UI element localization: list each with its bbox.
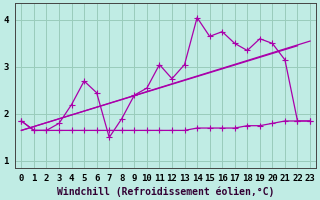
X-axis label: Windchill (Refroidissement éolien,°C): Windchill (Refroidissement éolien,°C) (57, 186, 274, 197)
